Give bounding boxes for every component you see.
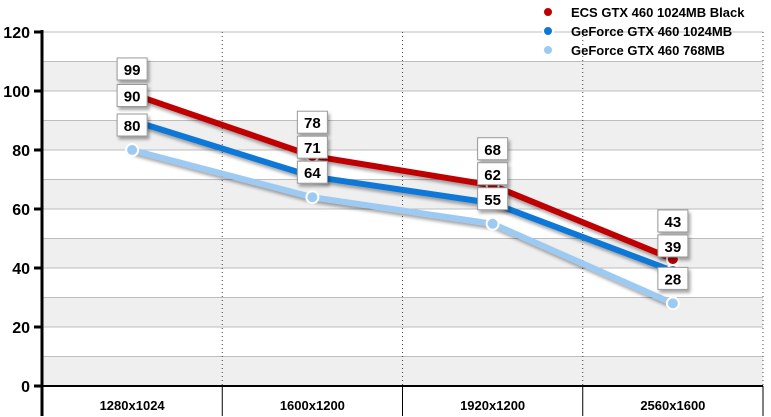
data-label: 55 — [484, 192, 501, 209]
x-tick-label: 1280x1024 — [100, 398, 166, 413]
data-label-box — [116, 57, 148, 81]
data-label: 80 — [124, 118, 141, 135]
data-label: 78 — [304, 115, 321, 132]
legend-label: GeForce GTX 460 1024MB — [571, 24, 732, 39]
data-label-box — [657, 266, 689, 290]
y-tick-label: 0 — [21, 379, 30, 396]
x-tick-label: 1920x1200 — [460, 398, 525, 413]
data-point — [485, 216, 500, 231]
series-line — [131, 117, 674, 274]
grid-band — [42, 120, 763, 150]
data-label-box — [116, 113, 148, 137]
data-label: 90 — [124, 89, 141, 106]
legend-label: ECS GTX 460 1024MB Black — [571, 5, 745, 20]
data-label-box — [477, 187, 509, 211]
y-tick-label: 120 — [3, 25, 30, 42]
data-label: 99 — [124, 62, 141, 79]
x-tick-label: 1600x1200 — [280, 398, 345, 413]
data-label-box — [657, 209, 689, 233]
grid-band — [42, 356, 763, 386]
data-label: 71 — [304, 140, 321, 157]
y-tick-label: 80 — [12, 143, 30, 160]
legend-marker — [542, 25, 554, 37]
data-label: 39 — [665, 239, 682, 256]
data-label-box — [296, 160, 328, 184]
data-point — [125, 143, 140, 157]
legend-marker — [542, 6, 554, 18]
data-label: 28 — [665, 271, 682, 288]
data-label-box — [477, 137, 509, 161]
data-label-box — [477, 162, 509, 186]
series-line — [131, 91, 675, 262]
y-tick-label: 40 — [12, 261, 30, 278]
x-tick-label: 2560x1600 — [640, 398, 705, 413]
y-tick-label: 100 — [3, 84, 30, 101]
y-tick-label: 20 — [12, 320, 30, 337]
data-label-box — [296, 110, 328, 134]
data-label: 64 — [304, 165, 321, 182]
y-tick-label: 60 — [12, 202, 30, 219]
legend-marker — [542, 44, 554, 56]
data-label: 62 — [484, 167, 501, 184]
grid-band — [42, 238, 763, 268]
data-point — [665, 296, 680, 311]
data-label: 68 — [484, 142, 501, 159]
data-label: 43 — [665, 214, 682, 231]
data-label-box — [296, 135, 328, 159]
data-label-box — [116, 84, 148, 107]
legend-label: GeForce GTX 460 768MB — [571, 43, 725, 58]
series-line — [131, 147, 675, 307]
data-point — [305, 190, 320, 205]
data-label-box — [657, 234, 689, 258]
